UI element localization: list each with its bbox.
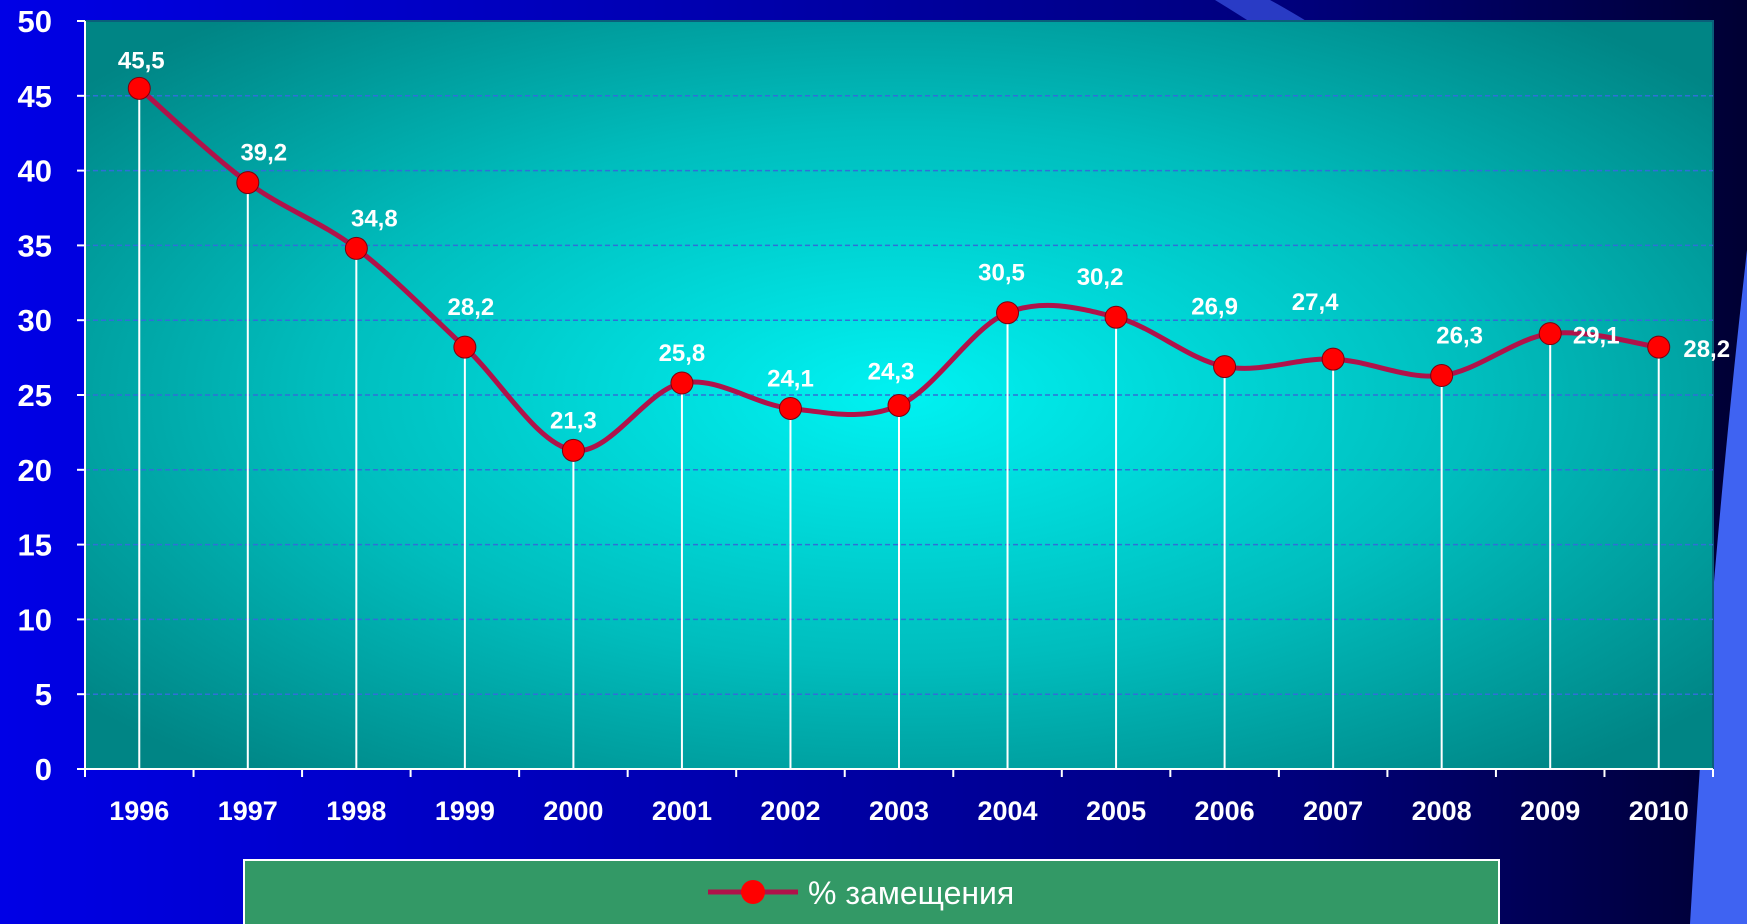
y-tick-label: 40 xyxy=(18,154,52,189)
x-tick-label: 2004 xyxy=(977,796,1037,826)
x-tick-label: 2008 xyxy=(1412,796,1472,826)
data-label: 39,2 xyxy=(240,140,287,167)
x-tick-label: 2009 xyxy=(1520,796,1580,826)
data-label: 28,2 xyxy=(448,294,495,321)
legend-marker-swatch xyxy=(741,880,765,904)
data-point-marker xyxy=(1321,347,1345,371)
data-label: 30,5 xyxy=(978,260,1025,287)
data-label: 24,3 xyxy=(868,358,915,385)
x-tick-label: 1999 xyxy=(435,796,495,826)
x-axis-tick-labels: 1996 1997 1998 1999 2000 2001 2002 2003 2004 2005… xyxy=(109,796,1689,826)
data-label: 21,3 xyxy=(550,407,597,434)
data-label: 26,9 xyxy=(1191,294,1238,321)
x-tick-label: 1998 xyxy=(326,796,386,826)
y-tick-label: 50 xyxy=(18,4,52,39)
y-tick-label: 25 xyxy=(18,378,52,413)
y-tick-label: 10 xyxy=(18,602,52,637)
data-label: 45,5 xyxy=(118,47,165,74)
data-point-marker xyxy=(1213,355,1237,379)
data-point-marker xyxy=(127,76,151,100)
x-tick-label: 2001 xyxy=(652,796,712,826)
y-tick-label: 45 xyxy=(18,79,52,114)
y-axis-ticks xyxy=(77,20,85,770)
y-tick-label: 35 xyxy=(18,228,52,263)
drop-lines xyxy=(138,88,1660,769)
x-tick-label: 2005 xyxy=(1086,796,1146,826)
x-tick-label: 2006 xyxy=(1195,796,1255,826)
y-tick-label: 30 xyxy=(18,303,52,338)
data-label: 34,8 xyxy=(351,205,398,232)
x-tick-label: 1997 xyxy=(218,796,278,826)
data-label: 29,1 xyxy=(1573,323,1620,350)
y-tick-label: 5 xyxy=(35,677,52,712)
x-tick-label: 1996 xyxy=(109,796,169,826)
data-point-marker xyxy=(344,236,368,260)
legend-label: % замещения xyxy=(808,875,1014,911)
data-point-marker xyxy=(670,371,694,395)
data-point-marker xyxy=(1538,322,1562,346)
y-axis-tick-labels: 0 5 10 15 20 25 30 35 40 45 50 xyxy=(18,4,52,787)
data-point-marker xyxy=(236,171,260,195)
y-tick-label: 15 xyxy=(18,528,52,563)
data-label: 30,2 xyxy=(1077,264,1124,291)
x-tick-label: 2003 xyxy=(869,796,929,826)
data-point-marker xyxy=(1430,364,1454,388)
data-point-marker xyxy=(1104,305,1128,329)
data-point-marker xyxy=(996,301,1020,325)
data-label: 25,8 xyxy=(659,340,706,367)
x-tick-label: 2000 xyxy=(543,796,603,826)
data-point-marker xyxy=(561,438,585,462)
legend-box xyxy=(243,859,1500,924)
legend: % замещения xyxy=(243,859,1500,924)
y-tick-label: 0 xyxy=(35,752,52,787)
data-point-marker xyxy=(778,396,802,420)
x-tick-label: 2010 xyxy=(1629,796,1689,826)
x-tick-label: 2007 xyxy=(1303,796,1363,826)
x-tick-label: 2002 xyxy=(760,796,820,826)
data-labels: 45,5 39,2 34,8 28,2 21,3 25,8 24,1 24,3 30,5 30,2… xyxy=(118,47,1730,434)
data-label: 24,1 xyxy=(767,365,814,392)
y-tick-label: 20 xyxy=(18,453,52,488)
data-point-marker xyxy=(453,335,477,359)
x-axis-ticks xyxy=(84,769,1714,777)
data-point-marker xyxy=(887,393,911,417)
data-point-marker xyxy=(1647,335,1671,359)
data-label: 26,3 xyxy=(1436,323,1483,350)
data-label: 27,4 xyxy=(1292,289,1339,316)
series-markers xyxy=(127,76,1671,462)
data-label: 28,2 xyxy=(1683,336,1730,363)
